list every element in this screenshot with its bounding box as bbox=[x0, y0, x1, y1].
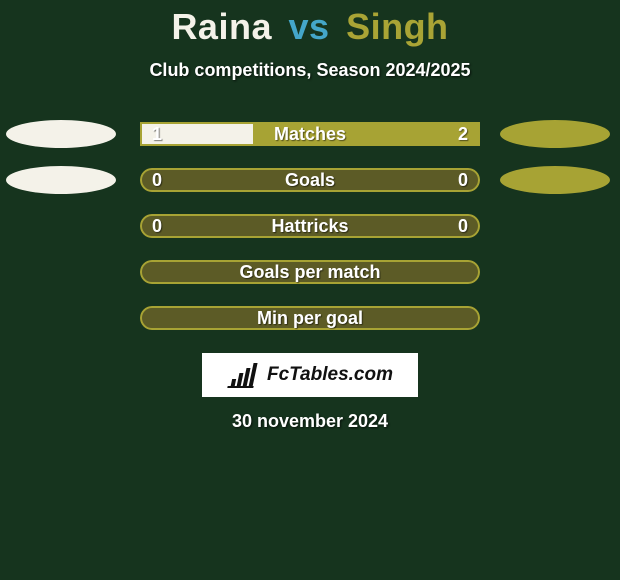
vs-text: vs bbox=[289, 6, 330, 47]
page-title: Raina vs Singh bbox=[0, 0, 620, 48]
bar-border bbox=[140, 214, 480, 238]
bar-border bbox=[140, 168, 480, 192]
player1-oval bbox=[6, 166, 116, 194]
stat-row: 0 0Goals bbox=[0, 157, 620, 203]
stat-label: Goals bbox=[140, 168, 480, 192]
comparison-infographic: Raina vs Singh Club competitions, Season… bbox=[0, 0, 620, 580]
bar-border bbox=[140, 306, 480, 330]
stat-bar: Goals per match bbox=[140, 260, 480, 284]
player1-oval bbox=[6, 120, 116, 148]
player2-value: 0 bbox=[458, 168, 468, 192]
player1-value: 0 bbox=[152, 168, 162, 192]
stat-row: 12Matches bbox=[0, 111, 620, 157]
player1-name: Raina bbox=[171, 6, 272, 47]
stat-label: Goals per match bbox=[140, 260, 480, 284]
stat-bar: 0 0Hattricks bbox=[140, 214, 480, 238]
player2-name: Singh bbox=[346, 6, 448, 47]
stat-label: Hattricks bbox=[140, 214, 480, 238]
stat-row: Min per goal bbox=[0, 295, 620, 341]
subtitle: Club competitions, Season 2024/2025 bbox=[0, 60, 620, 81]
player2-oval bbox=[500, 120, 610, 148]
stat-bar: Min per goal bbox=[140, 306, 480, 330]
stats-chart: 12Matches00Goals00HattricksGoals per mat… bbox=[0, 111, 620, 341]
player1-value: 0 bbox=[152, 214, 162, 238]
player2-fill bbox=[253, 122, 480, 146]
stat-bar: 0 0Goals bbox=[140, 168, 480, 192]
stat-label: Min per goal bbox=[140, 306, 480, 330]
source-logo-text: FcTables.com bbox=[267, 364, 393, 386]
date-text: 30 november 2024 bbox=[0, 411, 620, 432]
player2-value: 0 bbox=[458, 214, 468, 238]
stat-row: 0 0Hattricks bbox=[0, 203, 620, 249]
stat-bar: 12Matches bbox=[140, 122, 480, 146]
stat-row: Goals per match bbox=[0, 249, 620, 295]
player2-oval bbox=[500, 166, 610, 194]
barchart-icon bbox=[227, 361, 261, 389]
bar-border bbox=[140, 260, 480, 284]
source-logo: FcTables.com bbox=[202, 353, 418, 397]
player1-fill bbox=[140, 122, 253, 146]
